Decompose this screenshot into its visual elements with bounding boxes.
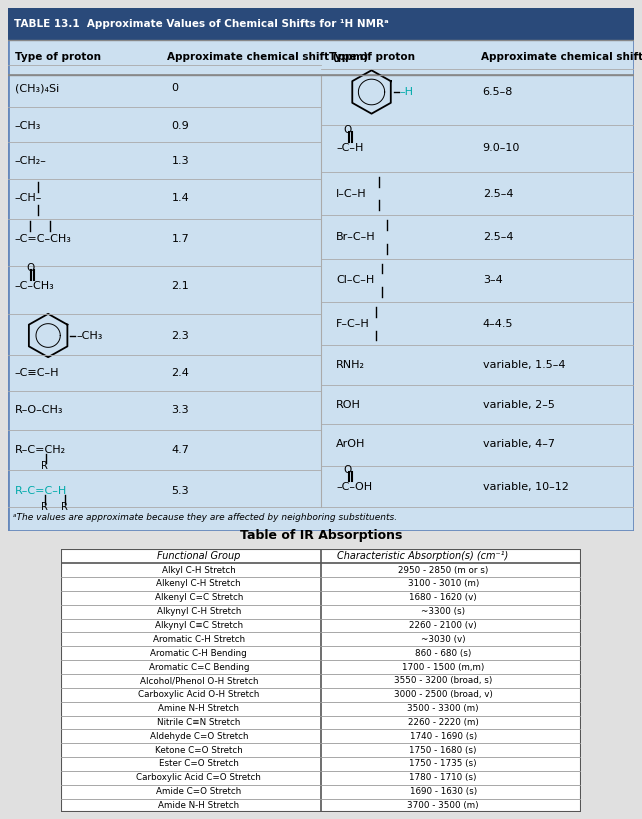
Text: 2.3: 2.3 — [171, 331, 189, 341]
Text: Alkenyl C=C Stretch: Alkenyl C=C Stretch — [155, 593, 243, 602]
Text: 1780 - 1710 (s): 1780 - 1710 (s) — [410, 773, 477, 782]
Text: ArOH: ArOH — [336, 439, 365, 449]
Text: 3500 - 3300 (m): 3500 - 3300 (m) — [408, 704, 479, 713]
Text: Type of proton: Type of proton — [15, 52, 101, 62]
Text: Table of IR Absorptions: Table of IR Absorptions — [240, 529, 402, 542]
Text: R–C=CH₂: R–C=CH₂ — [15, 445, 66, 455]
Text: R: R — [41, 502, 48, 512]
Text: 3.3: 3.3 — [171, 405, 189, 415]
Text: 3700 - 3500 (m): 3700 - 3500 (m) — [408, 801, 479, 810]
Text: Alkynyl C-H Stretch: Alkynyl C-H Stretch — [157, 607, 241, 616]
Text: O: O — [26, 264, 34, 274]
Text: 1.7: 1.7 — [171, 234, 189, 244]
Text: –C–OH: –C–OH — [336, 482, 372, 492]
Text: Functional Group: Functional Group — [157, 551, 241, 561]
Text: Alkynyl C≡C Stretch: Alkynyl C≡C Stretch — [155, 621, 243, 630]
Text: 2.5–4: 2.5–4 — [483, 188, 513, 198]
Text: O: O — [343, 464, 351, 474]
Text: ~3030 (v): ~3030 (v) — [421, 635, 465, 644]
Text: 3–4: 3–4 — [483, 275, 503, 285]
Text: –C=C–CH₃: –C=C–CH₃ — [15, 234, 72, 244]
Text: –C–CH₃: –C–CH₃ — [15, 281, 55, 292]
Text: Aromatic C-H Bending: Aromatic C-H Bending — [150, 649, 247, 658]
Text: –C≡C–H: –C≡C–H — [15, 368, 59, 378]
Text: 860 - 680 (s): 860 - 680 (s) — [415, 649, 471, 658]
Text: 4.7: 4.7 — [171, 445, 189, 455]
Text: TABLE 13.1  Approximate Values of Chemical Shifts for ¹H NMRᵃ: TABLE 13.1 Approximate Values of Chemica… — [13, 19, 388, 29]
Text: Amine N-H Stretch: Amine N-H Stretch — [159, 704, 239, 713]
Text: 5.3: 5.3 — [171, 486, 189, 496]
Text: 1680 - 1620 (v): 1680 - 1620 (v) — [410, 593, 477, 602]
Text: variable, 2–5: variable, 2–5 — [483, 400, 555, 410]
Text: Amide C=O Stretch: Amide C=O Stretch — [156, 787, 241, 796]
Text: 9.0–10: 9.0–10 — [483, 143, 520, 153]
Text: ROH: ROH — [336, 400, 361, 410]
Text: 3100 - 3010 (m): 3100 - 3010 (m) — [408, 580, 479, 589]
Text: –H: –H — [400, 87, 414, 97]
Text: Cl–C–H: Cl–C–H — [336, 275, 374, 285]
Text: Nitrile C≡N Stretch: Nitrile C≡N Stretch — [157, 718, 241, 727]
Text: 1.4: 1.4 — [171, 193, 189, 203]
Text: ᵃThe values are approximate because they are affected by neighboring substituent: ᵃThe values are approximate because they… — [13, 514, 397, 523]
Text: Aromatic C-H Stretch: Aromatic C-H Stretch — [153, 635, 245, 644]
Text: F–C–H: F–C–H — [336, 319, 370, 328]
Text: 0: 0 — [171, 83, 178, 93]
Text: Amide N-H Stretch: Amide N-H Stretch — [158, 801, 239, 810]
Text: variable, 1.5–4: variable, 1.5–4 — [483, 360, 565, 370]
Text: 1750 - 1735 (s): 1750 - 1735 (s) — [410, 759, 477, 768]
Text: 1740 - 1690 (s): 1740 - 1690 (s) — [410, 732, 477, 741]
Text: 4–4.5: 4–4.5 — [483, 319, 513, 328]
Text: Aromatic C=C Bending: Aromatic C=C Bending — [148, 663, 249, 672]
Text: Alcohol/Phenol O-H Stretch: Alcohol/Phenol O-H Stretch — [139, 676, 258, 686]
Text: 2.1: 2.1 — [171, 281, 189, 292]
Text: variable, 10–12: variable, 10–12 — [483, 482, 569, 492]
Text: Carboxylic Acid C=O Stretch: Carboxylic Acid C=O Stretch — [136, 773, 261, 782]
Text: R: R — [41, 460, 48, 471]
Text: I–C–H: I–C–H — [336, 188, 367, 198]
Text: 2260 - 2220 (m): 2260 - 2220 (m) — [408, 718, 479, 727]
Text: Approximate chemical shift (ppm): Approximate chemical shift (ppm) — [168, 52, 369, 62]
Text: (CH₃)₄Si: (CH₃)₄Si — [15, 83, 59, 93]
Text: R: R — [61, 502, 68, 512]
Text: ~3300 (s): ~3300 (s) — [421, 607, 465, 616]
Text: 1.3: 1.3 — [171, 156, 189, 166]
Text: –CH₂–: –CH₂– — [15, 156, 47, 166]
FancyBboxPatch shape — [8, 8, 634, 40]
Text: –CH₃: –CH₃ — [15, 120, 41, 130]
Text: R–C=C–H: R–C=C–H — [15, 486, 67, 496]
Text: Ketone C=O Stretch: Ketone C=O Stretch — [155, 745, 243, 754]
Text: 2.4: 2.4 — [171, 368, 189, 378]
Text: R–O–CH₃: R–O–CH₃ — [15, 405, 64, 415]
Text: Carboxylic Acid O-H Stretch: Carboxylic Acid O-H Stretch — [138, 690, 259, 699]
Text: RNH₂: RNH₂ — [336, 360, 365, 370]
Text: Characteristic Absorption(s) (cm⁻¹): Characteristic Absorption(s) (cm⁻¹) — [337, 551, 508, 561]
Text: Alkenyl C-H Stretch: Alkenyl C-H Stretch — [157, 580, 241, 589]
Text: –C–H: –C–H — [336, 143, 363, 153]
Text: 1690 - 1630 (s): 1690 - 1630 (s) — [410, 787, 477, 796]
Text: 6.5–8: 6.5–8 — [483, 87, 513, 97]
Text: –CH–: –CH– — [15, 193, 42, 203]
Text: Br–C–H: Br–C–H — [336, 232, 376, 242]
Text: –CH₃: –CH₃ — [76, 331, 103, 341]
Text: Approximate chemical shift (ppm): Approximate chemical shift (ppm) — [481, 52, 642, 62]
Text: 2260 - 2100 (v): 2260 - 2100 (v) — [410, 621, 477, 630]
Text: variable, 4–7: variable, 4–7 — [483, 439, 555, 449]
Text: 2.5–4: 2.5–4 — [483, 232, 513, 242]
FancyBboxPatch shape — [8, 8, 634, 531]
Text: Ester C=O Stretch: Ester C=O Stretch — [159, 759, 239, 768]
Text: 2950 - 2850 (m or s): 2950 - 2850 (m or s) — [398, 566, 489, 575]
Text: Aldehyde C=O Stretch: Aldehyde C=O Stretch — [150, 732, 248, 741]
Text: 3000 - 2500 (broad, v): 3000 - 2500 (broad, v) — [394, 690, 492, 699]
Text: 1700 - 1500 (m,m): 1700 - 1500 (m,m) — [402, 663, 485, 672]
Text: Alkyl C-H Stretch: Alkyl C-H Stretch — [162, 566, 236, 575]
Text: 3550 - 3200 (broad, s): 3550 - 3200 (broad, s) — [394, 676, 492, 686]
Text: O: O — [343, 125, 351, 135]
Text: 1750 - 1680 (s): 1750 - 1680 (s) — [410, 745, 477, 754]
Text: 0.9: 0.9 — [171, 120, 189, 130]
Text: Type of proton: Type of proton — [329, 52, 415, 62]
FancyBboxPatch shape — [61, 549, 581, 812]
